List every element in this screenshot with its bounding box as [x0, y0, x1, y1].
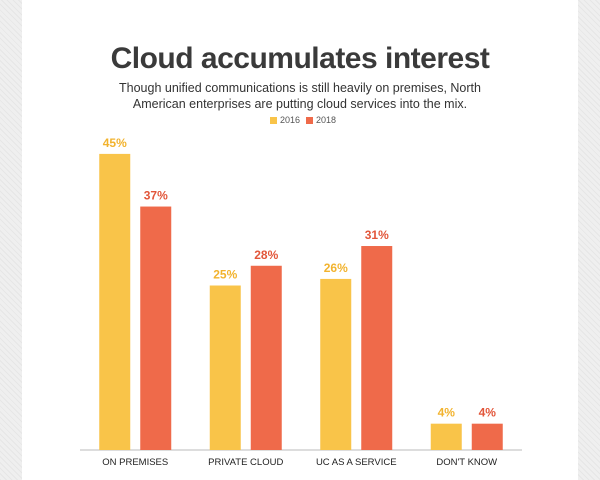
bar: [209, 285, 241, 450]
legend-label: 2016: [279, 115, 300, 125]
data-label: 4%: [479, 406, 497, 420]
legend-swatch: [269, 117, 277, 124]
legend-swatch: [306, 117, 313, 124]
data-label: 28%: [254, 248, 278, 262]
bar: [471, 423, 503, 450]
bar: [430, 423, 462, 450]
x-tick-label: UC AS A SERVICE: [316, 457, 397, 468]
bar: [99, 153, 131, 450]
legend-label: 2018: [316, 115, 337, 125]
data-label: 25%: [213, 268, 237, 282]
data-label: 31%: [365, 228, 389, 242]
data-label: 45%: [103, 136, 127, 150]
x-tick-label: ON PREMISES: [102, 457, 168, 468]
x-tick-label: DON'T KNOW: [436, 457, 497, 468]
legend: 2016 2018: [0, 115, 600, 125]
bar: [320, 278, 352, 450]
bar: [361, 246, 393, 450]
bar: [140, 206, 172, 450]
chart-subtitle: Though unified communications is still h…: [119, 81, 481, 111]
data-label: 37%: [144, 189, 168, 203]
data-label: 4%: [438, 406, 456, 420]
data-label: 26%: [324, 261, 348, 275]
x-tick-label: PRIVATE CLOUD: [208, 457, 283, 468]
chart-title: Cloud accumulates interest: [110, 42, 490, 75]
bar: [250, 265, 282, 450]
